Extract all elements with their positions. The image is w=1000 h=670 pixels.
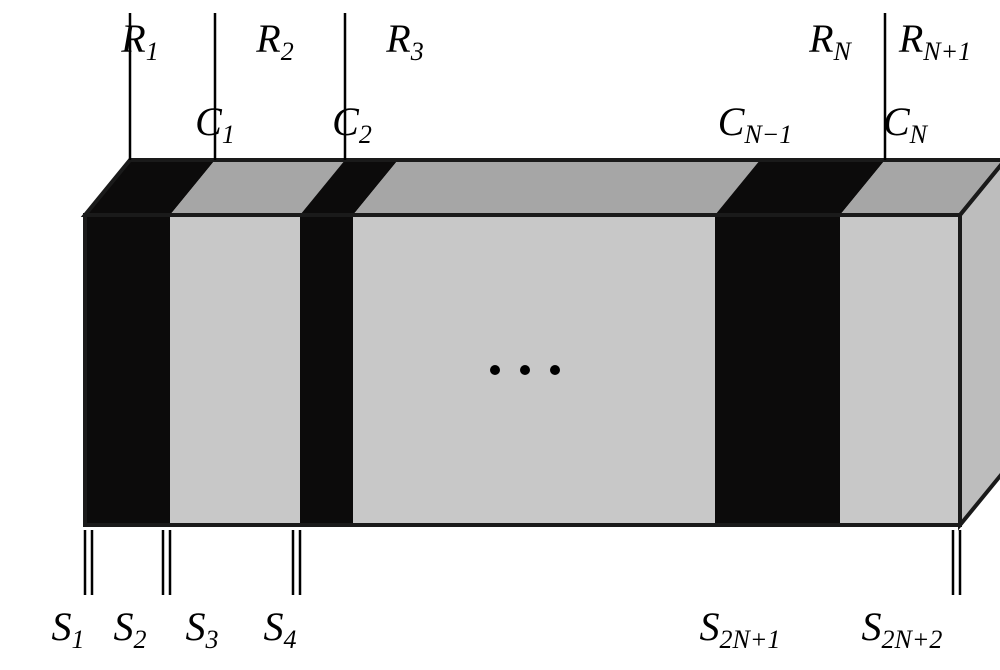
ellipsis-dot bbox=[550, 365, 560, 375]
label-C: C1 bbox=[195, 99, 235, 149]
label-S: S1 bbox=[52, 604, 85, 654]
label-C: CN−1 bbox=[718, 99, 793, 149]
label-S: S3 bbox=[186, 604, 219, 654]
label-C: CN bbox=[883, 99, 929, 149]
front-strip bbox=[715, 215, 840, 525]
label-R: R3 bbox=[385, 16, 423, 66]
label-R: R2 bbox=[255, 16, 293, 66]
label-R: RN+1 bbox=[898, 16, 971, 66]
label-S: S2N+1 bbox=[700, 604, 781, 654]
front-strip bbox=[840, 215, 960, 525]
side-face bbox=[960, 160, 1000, 525]
ellipsis-dot bbox=[490, 365, 500, 375]
label-S: S4 bbox=[264, 604, 297, 654]
front-strip bbox=[300, 215, 353, 525]
label-S: S2N+2 bbox=[862, 604, 943, 654]
label-R: RN bbox=[808, 16, 852, 66]
label-S: S2 bbox=[114, 604, 147, 654]
label-R: R1 bbox=[120, 16, 158, 66]
ellipsis-dot bbox=[520, 365, 530, 375]
front-strip bbox=[353, 215, 715, 525]
top-strip bbox=[353, 160, 760, 215]
label-C: C2 bbox=[332, 99, 372, 149]
front-strip bbox=[85, 215, 170, 525]
front-strip bbox=[170, 215, 300, 525]
diagram-root: R1 R2 R3 RN RN+1 C1 C2 CN−1 CN S1 S2 S3 S4 S2N+1 S2N+2 bbox=[0, 0, 1000, 670]
